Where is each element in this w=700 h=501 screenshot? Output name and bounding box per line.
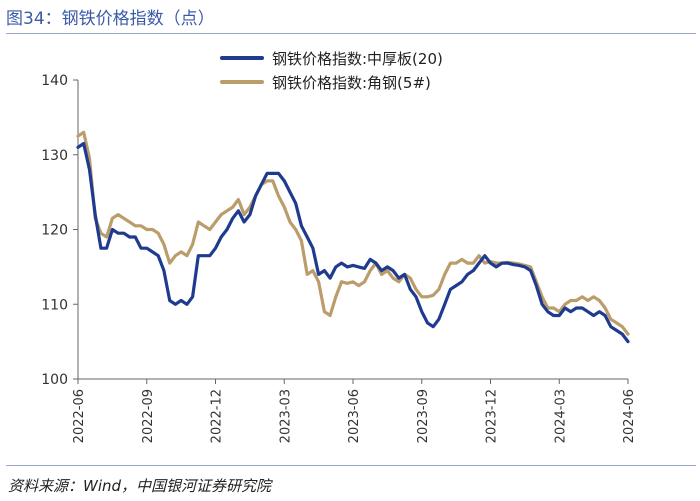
legend-item-series-1: 钢铁价格指数:中厚板(20) bbox=[220, 46, 443, 70]
y-tick-label: 100 bbox=[41, 372, 68, 388]
chart-legend: 钢铁价格指数:中厚板(20) 钢铁价格指数:角钢(5#) bbox=[220, 46, 443, 94]
x-tick-label: 2022-12 bbox=[210, 389, 225, 443]
series-line-2 bbox=[76, 130, 630, 336]
source-note: 资料来源：Wind，中国银河证券研究院 bbox=[8, 477, 272, 495]
line-chart: 100 110 120 130 140 2022-06 2022-09 2022-12 2023… bbox=[41, 73, 637, 443]
x-tick-label: 2023-03 bbox=[278, 389, 293, 443]
series-line-1 bbox=[76, 141, 630, 344]
legend-item-series-2: 钢铁价格指数:角钢(5#) bbox=[220, 70, 443, 94]
x-tick-label: 2022-06 bbox=[72, 389, 87, 443]
x-tick-label: 2023-09 bbox=[416, 389, 431, 443]
legend-label-series-2: 钢铁价格指数:角钢(5#) bbox=[272, 73, 431, 92]
y-tick-label: 130 bbox=[41, 148, 68, 164]
x-tick-label: 2023-06 bbox=[347, 389, 362, 443]
title-underline bbox=[6, 33, 696, 34]
y-tick-label: 120 bbox=[41, 223, 68, 239]
x-tick-label: 2024-06 bbox=[622, 389, 637, 443]
figure-title: 图34：钢铁价格指数（点） bbox=[6, 9, 215, 29]
x-tick-label: 2023-12 bbox=[485, 389, 500, 443]
y-tick-label: 140 bbox=[41, 73, 68, 89]
x-tick-label: 2022-09 bbox=[141, 389, 156, 443]
legend-label-series-1: 钢铁价格指数:中厚板(20) bbox=[272, 49, 443, 68]
legend-swatch-series-2 bbox=[220, 80, 264, 84]
y-tick-label: 110 bbox=[41, 297, 68, 313]
legend-swatch-series-1 bbox=[220, 56, 264, 60]
source-divider bbox=[6, 465, 696, 466]
x-tick-label: 2024-03 bbox=[553, 389, 568, 443]
